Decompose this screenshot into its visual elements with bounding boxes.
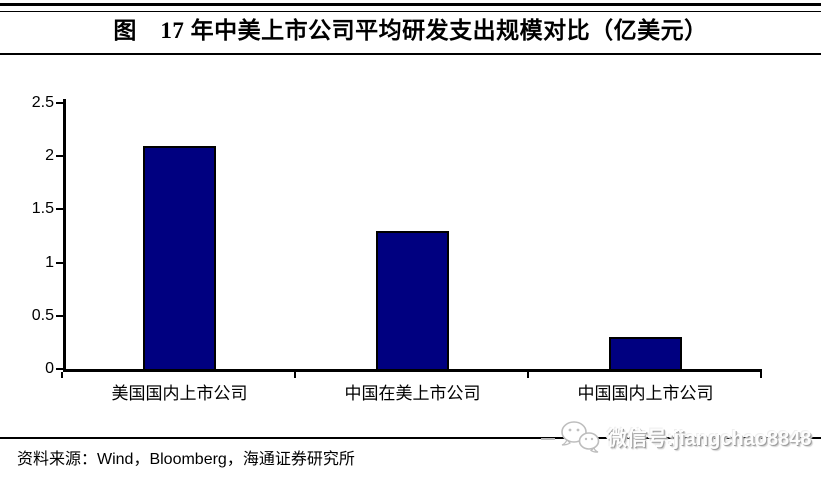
- x-axis-category-label: 中国在美上市公司: [344, 384, 481, 403]
- y-axis-tick: [56, 368, 63, 370]
- watermark: 微信号:jiangchao8848: [541, 419, 812, 458]
- y-axis-tick: [56, 208, 63, 211]
- x-axis-category-label: 美国国内上市公司: [111, 384, 248, 403]
- y-axis-tick: [56, 314, 63, 317]
- y-axis-tick-label: 1.5: [31, 200, 54, 218]
- y-axis-tick: [56, 102, 63, 104]
- watermark-text: 微信号:jiangchao8848: [607, 427, 812, 450]
- y-axis-tick-label: 0: [45, 360, 54, 377]
- bottom-rule: [0, 437, 821, 439]
- y-axis-tick-label: 2.5: [31, 94, 54, 111]
- y-axis-tick-label: 1: [45, 253, 54, 271]
- bar-1: [143, 146, 216, 371]
- x-axis-tick: [294, 372, 296, 378]
- y-axis-line: [63, 99, 66, 372]
- y-axis-tick: [56, 261, 63, 264]
- x-axis-tick: [760, 372, 762, 378]
- title-divider-rule: [0, 53, 821, 55]
- top-rule-thin: [0, 11, 821, 12]
- source-attribution: 资料来源：Wind，Bloomberg，海通证券研究所: [17, 451, 355, 468]
- watermark-dash: [541, 437, 555, 440]
- wechat-icon: [559, 419, 603, 458]
- x-axis-tick: [527, 372, 529, 378]
- bar-2: [376, 231, 449, 371]
- x-axis-tick: [61, 372, 63, 378]
- y-axis-tick-label: 2: [45, 147, 54, 165]
- y-axis-tick-label: 0.5: [31, 306, 54, 324]
- chart-title: 图 17 年中美上市公司平均研发支出规模对比（亿美元）: [113, 18, 708, 43]
- x-axis-category-label: 中国国内上市公司: [577, 384, 714, 403]
- y-axis-tick: [56, 155, 63, 158]
- bar-3: [609, 337, 682, 371]
- top-rule-thick: [0, 3, 821, 6]
